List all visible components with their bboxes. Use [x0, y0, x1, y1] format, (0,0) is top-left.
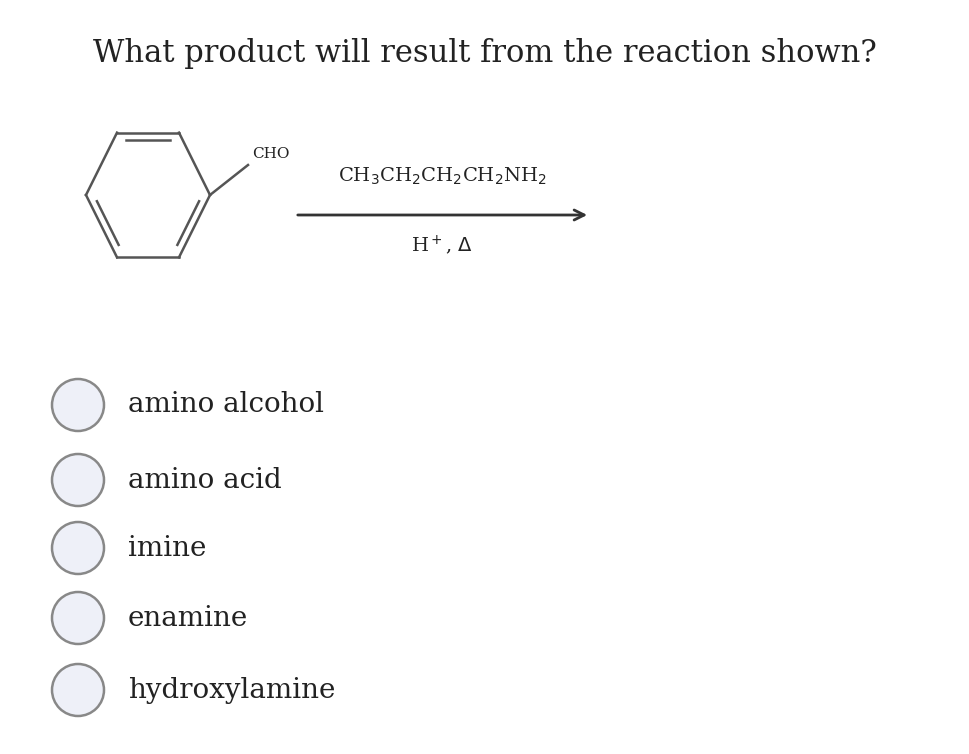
Text: enamine: enamine [128, 605, 248, 632]
Text: hydroxylamine: hydroxylamine [128, 676, 335, 703]
Text: CHO: CHO [252, 147, 289, 161]
Text: H$^+$, $\Delta$: H$^+$, $\Delta$ [411, 233, 473, 256]
Circle shape [52, 522, 104, 574]
Circle shape [52, 592, 104, 644]
Text: amino acid: amino acid [128, 467, 281, 494]
Text: CH$_3$CH$_2$CH$_2$CH$_2$NH$_2$: CH$_3$CH$_2$CH$_2$CH$_2$NH$_2$ [337, 166, 547, 187]
Circle shape [52, 664, 104, 716]
Circle shape [52, 454, 104, 506]
Circle shape [52, 379, 104, 431]
Text: What product will result from the reaction shown?: What product will result from the reacti… [93, 38, 876, 69]
Text: amino alcohol: amino alcohol [128, 391, 324, 418]
Text: imine: imine [128, 535, 206, 562]
